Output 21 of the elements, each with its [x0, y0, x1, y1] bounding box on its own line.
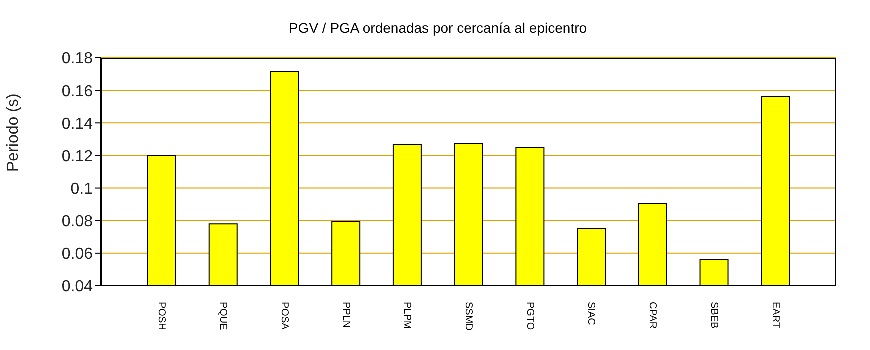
- y-tick-label: 0.14: [62, 116, 94, 133]
- y-tick-label: 0.1: [70, 180, 94, 198]
- x-tick-label: POSH: [156, 302, 168, 330]
- x-tick-label: PGTO: [524, 302, 536, 330]
- x-tick-label: POSA: [278, 302, 290, 330]
- y-tick-label: 0.18: [62, 50, 94, 68]
- x-tick-label: PLPM: [402, 302, 413, 330]
- y-tick-label: 0.06: [62, 246, 94, 264]
- x-tick-label: SBEB: [708, 302, 720, 330]
- x-tick-label: SIAC: [586, 302, 597, 326]
- x-tick-label: SSMD: [463, 302, 474, 331]
- x-tick-label: EART: [770, 302, 781, 328]
- y-axis-title: Periodo (s): [5, 94, 23, 172]
- x-tick-label: PPLN: [340, 302, 352, 328]
- y-tick-label: 0.04: [62, 278, 94, 296]
- y-tick-label: 0.16: [62, 83, 94, 100]
- y-tick-label: 0.12: [62, 148, 94, 166]
- chart-title: PGV / PGA ordenadas por cercanía al epicentro: [288, 20, 588, 36]
- x-tick-label: CPAR: [647, 302, 658, 330]
- x-tick-label: PQUE: [218, 302, 229, 331]
- y-tick-label: 0.08: [62, 214, 94, 231]
